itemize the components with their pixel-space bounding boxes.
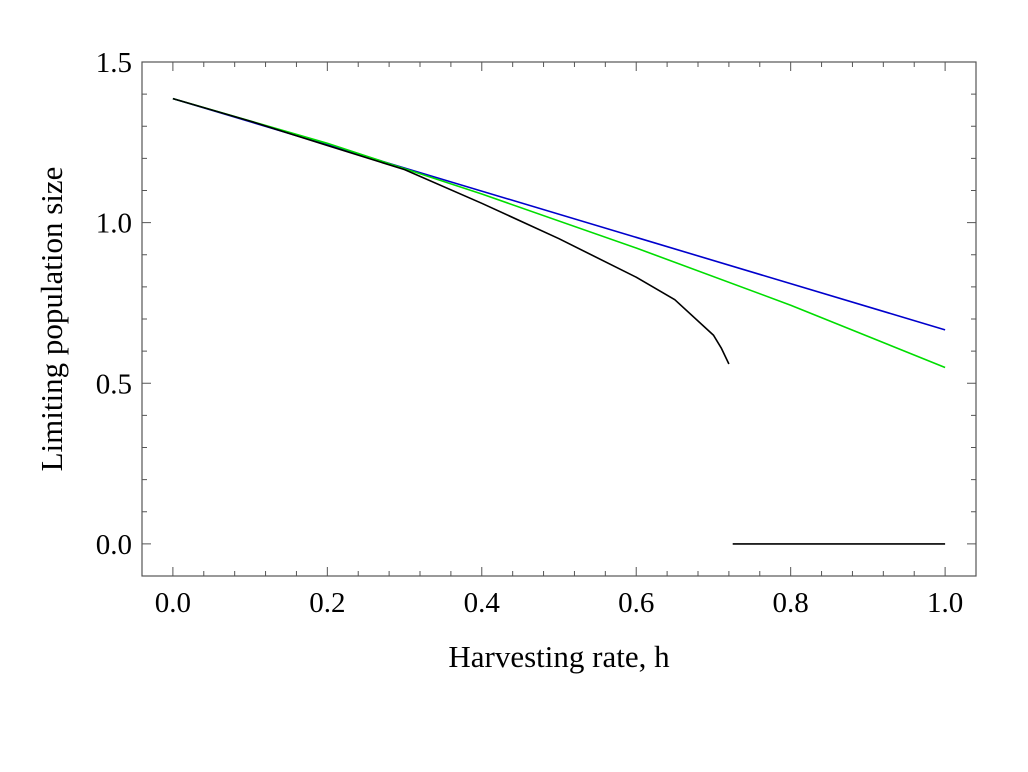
x-tick-label: 0.0	[155, 587, 191, 619]
y-tick-label: 0.0	[96, 529, 132, 561]
series-line-3	[172, 97, 730, 365]
x-tick-label: 0.2	[309, 587, 345, 619]
y-tick-label: 0.5	[96, 368, 132, 400]
x-tick-label: 0.6	[618, 587, 654, 619]
x-tick-label: 1.0	[927, 587, 963, 619]
ticks	[141, 61, 977, 577]
y-axis-title: Limiting population size	[34, 167, 69, 472]
tick-labels: 0.0 0.2 0.4 0.6 0.8 1.0 0.0 0.5 1.0 1.5	[96, 47, 963, 619]
x-tick-label: 0.4	[464, 587, 501, 619]
plot-frame	[141, 61, 977, 577]
series-group	[172, 97, 946, 545]
series-line-2	[172, 97, 946, 369]
x-tick-label: 0.8	[773, 587, 809, 619]
y-tick-label: 1.5	[96, 47, 132, 79]
y-tick-label: 1.0	[96, 208, 132, 240]
x-axis-title: Harvesting rate, h	[448, 639, 670, 674]
